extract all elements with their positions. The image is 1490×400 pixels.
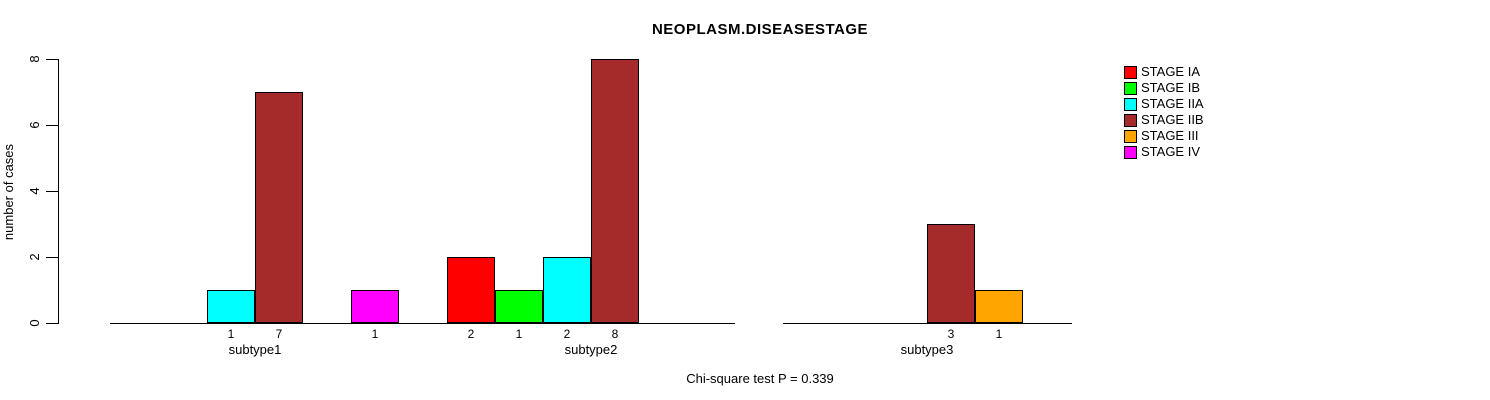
bar-stage-iib-subtype1 [255,92,303,323]
bar-value-label: 8 [611,327,619,341]
bar-stage-iv-subtype1 [351,290,399,323]
bar-value-label: 1 [227,327,235,341]
bar-value-label: 1 [995,327,1003,341]
bar-value-label: 7 [275,327,283,341]
bar-stage-iia-subtype1 [207,290,255,323]
legend-swatch-icon [1124,81,1137,95]
bar-stage-iia-subtype2 [543,257,591,323]
legend: STAGE IA STAGE IB STAGE IIA STAGE IIB STAGE … [1124,64,1204,160]
y-axis-tick [46,125,58,126]
x-axis-line-2 [783,323,1072,324]
y-axis-tick-label: 2 [27,253,42,261]
legend-label: STAGE IB [1141,80,1200,95]
y-axis-tick [46,323,58,324]
legend-item: STAGE IV [1124,144,1204,160]
y-axis-tick [46,59,58,60]
category-label-subtype2: subtype2 [564,342,618,357]
legend-swatch-icon [1124,113,1137,127]
y-axis-tick-label: 0 [27,319,42,327]
y-axis-tick-label: 6 [27,121,42,129]
y-axis-tick [46,257,58,258]
category-label-subtype3: subtype3 [900,342,954,357]
bar-value-label: 3 [947,327,955,341]
bar-value-label: 1 [515,327,523,341]
legend-item: STAGE IB [1124,80,1204,96]
y-axis-line [58,59,59,324]
legend-label: STAGE IIA [1141,96,1204,111]
bar-stage-iii-subtype3 [975,290,1023,323]
legend-label: STAGE IV [1141,144,1200,159]
bar-stage-ia-subtype2 [447,257,495,323]
chart-title: NEOPLASM.DISEASESTAGE [651,21,869,38]
bar-value-label: 1 [371,327,379,341]
legend-label: STAGE IA [1141,64,1200,79]
category-label-subtype1: subtype1 [228,342,282,357]
legend-swatch-icon [1124,65,1137,79]
legend-swatch-icon [1124,97,1137,111]
legend-label: STAGE IIB [1141,112,1204,127]
legend-label: STAGE III [1141,128,1199,143]
legend-item: STAGE IIB [1124,112,1204,128]
legend-swatch-icon [1124,145,1137,159]
bar-stage-iib-subtype2 [591,59,639,323]
chi-square-annotation: Chi-square test P = 0.339 [686,371,834,386]
y-axis-tick [46,191,58,192]
legend-swatch-icon [1124,129,1137,143]
y-axis-tick-label: 4 [27,187,42,195]
bar-stage-iib-subtype3 [927,224,975,323]
legend-item: STAGE IIA [1124,96,1204,112]
legend-item: STAGE III [1124,128,1204,144]
bar-value-label: 2 [467,327,475,341]
legend-item: STAGE IA [1124,64,1204,80]
x-axis-line-1 [110,323,735,324]
bar-value-label: 2 [563,327,571,341]
y-axis-tick-label: 8 [27,55,42,63]
bar-stage-ib-subtype2 [495,290,543,323]
